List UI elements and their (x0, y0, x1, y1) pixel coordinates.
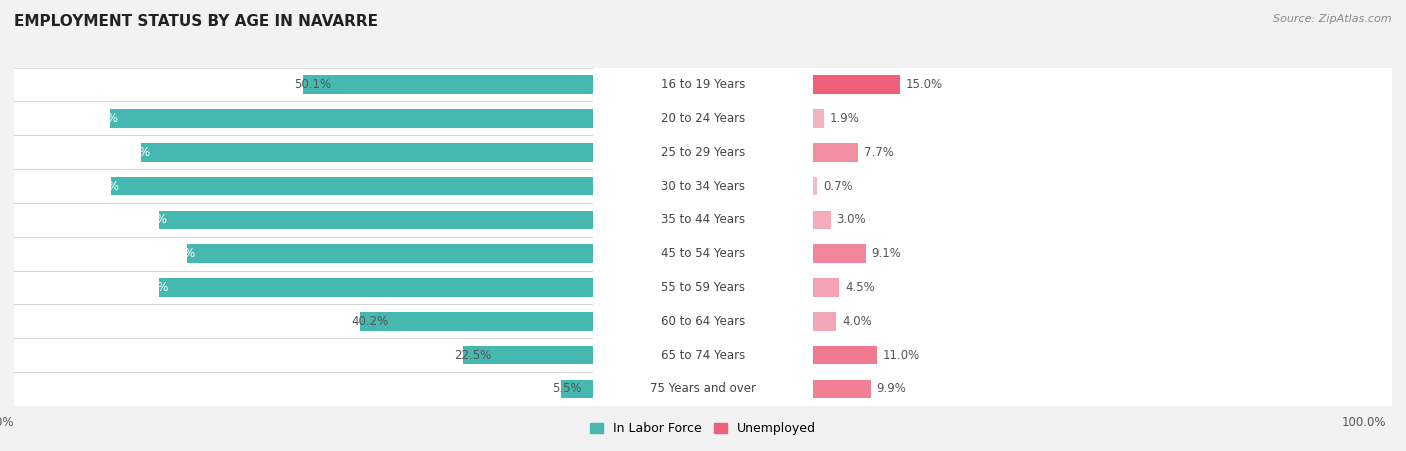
Bar (593, 372, 813, 406)
Bar (111, 177, 593, 195)
Bar (813, 304, 1392, 338)
Bar (593, 169, 813, 203)
Bar (593, 101, 813, 135)
Text: 15.0%: 15.0% (905, 78, 943, 91)
Bar (813, 346, 877, 364)
Legend: In Labor Force, Unemployed: In Labor Force, Unemployed (585, 417, 821, 440)
Text: 100.0%: 100.0% (1341, 416, 1386, 429)
Text: 5.5%: 5.5% (553, 382, 582, 396)
Bar (593, 372, 813, 406)
Bar (593, 304, 813, 338)
Text: 20 to 24 Years: 20 to 24 Years (661, 112, 745, 125)
Bar (813, 380, 870, 398)
Text: 1.9%: 1.9% (830, 112, 860, 125)
Bar (593, 271, 813, 304)
Bar (14, 304, 593, 338)
Bar (14, 271, 593, 304)
Bar (14, 135, 593, 169)
Text: 7.7%: 7.7% (863, 146, 893, 159)
Text: 16 to 19 Years: 16 to 19 Years (661, 78, 745, 91)
Text: 100.0%: 100.0% (0, 416, 14, 429)
Text: 74.9%: 74.9% (131, 281, 167, 294)
Bar (463, 346, 593, 364)
Text: 9.1%: 9.1% (872, 247, 901, 260)
Bar (110, 109, 593, 128)
Bar (813, 312, 837, 331)
Bar (593, 135, 813, 169)
Bar (14, 203, 593, 237)
Bar (593, 169, 813, 203)
Bar (14, 338, 593, 372)
Bar (302, 75, 593, 94)
Bar (813, 244, 866, 263)
Text: 75 Years and over: 75 Years and over (650, 382, 756, 396)
Bar (593, 68, 813, 101)
Bar (813, 101, 1392, 135)
Bar (813, 68, 1392, 101)
Text: 22.5%: 22.5% (454, 349, 491, 362)
Bar (593, 135, 813, 169)
Text: 55 to 59 Years: 55 to 59 Years (661, 281, 745, 294)
Text: 30 to 34 Years: 30 to 34 Years (661, 179, 745, 193)
Text: 70.2%: 70.2% (157, 247, 195, 260)
Text: 83.3%: 83.3% (83, 179, 120, 193)
Bar (813, 203, 1392, 237)
Text: 60 to 64 Years: 60 to 64 Years (661, 315, 745, 328)
Bar (813, 135, 1392, 169)
Text: 40.2%: 40.2% (352, 315, 388, 328)
Bar (813, 211, 831, 229)
Bar (593, 338, 813, 372)
Bar (593, 68, 813, 101)
Text: Source: ZipAtlas.com: Source: ZipAtlas.com (1274, 14, 1392, 23)
Text: 0.7%: 0.7% (823, 179, 853, 193)
Bar (813, 338, 1392, 372)
Text: 78.0%: 78.0% (112, 146, 150, 159)
Bar (159, 211, 593, 229)
Text: 25 to 29 Years: 25 to 29 Years (661, 146, 745, 159)
Text: 83.4%: 83.4% (82, 112, 118, 125)
Text: 9.9%: 9.9% (876, 382, 907, 396)
Bar (593, 237, 813, 271)
Bar (14, 169, 593, 203)
Bar (593, 203, 813, 237)
Bar (813, 278, 839, 297)
Bar (187, 244, 593, 263)
Text: EMPLOYMENT STATUS BY AGE IN NAVARRE: EMPLOYMENT STATUS BY AGE IN NAVARRE (14, 14, 378, 28)
Bar (360, 312, 593, 331)
Bar (813, 109, 824, 128)
Bar (813, 237, 1392, 271)
Bar (593, 338, 813, 372)
Bar (159, 278, 593, 297)
Bar (14, 372, 593, 406)
Bar (14, 101, 593, 135)
Bar (14, 237, 593, 271)
Text: 4.5%: 4.5% (845, 281, 875, 294)
Text: 75.0%: 75.0% (131, 213, 167, 226)
Bar (813, 372, 1392, 406)
Bar (813, 177, 817, 195)
Bar (561, 380, 593, 398)
Text: 45 to 54 Years: 45 to 54 Years (661, 247, 745, 260)
Text: 65 to 74 Years: 65 to 74 Years (661, 349, 745, 362)
Text: 4.0%: 4.0% (842, 315, 872, 328)
Text: 35 to 44 Years: 35 to 44 Years (661, 213, 745, 226)
Bar (593, 271, 813, 304)
Bar (593, 101, 813, 135)
Text: 50.1%: 50.1% (294, 78, 332, 91)
Bar (593, 304, 813, 338)
Bar (142, 143, 593, 161)
Bar (813, 75, 900, 94)
Bar (813, 271, 1392, 304)
Text: 11.0%: 11.0% (883, 349, 920, 362)
Bar (813, 143, 858, 161)
Bar (593, 237, 813, 271)
Bar (14, 68, 593, 101)
Bar (593, 203, 813, 237)
Text: 3.0%: 3.0% (837, 213, 866, 226)
Bar (813, 169, 1392, 203)
